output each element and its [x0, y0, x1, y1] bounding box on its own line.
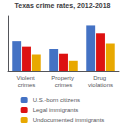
- svg-text:crimes: crimes: [18, 82, 36, 88]
- svg-text:Undocumented immigrants: Undocumented immigrants: [33, 117, 105, 123]
- svg-text:U.S.-born citizens: U.S.-born citizens: [33, 97, 80, 103]
- svg-text:Texas crime rates, 2012-2018: Texas crime rates, 2012-2018: [15, 2, 111, 10]
- svg-text:Violent: Violent: [17, 75, 37, 81]
- svg-text:Property: Property: [51, 75, 75, 81]
- svg-text:violations: violations: [88, 82, 113, 88]
- svg-text:Drug: Drug: [93, 75, 108, 81]
- svg-text:Legal immigrants: Legal immigrants: [33, 107, 79, 113]
- svg-text:crimes: crimes: [55, 82, 73, 88]
